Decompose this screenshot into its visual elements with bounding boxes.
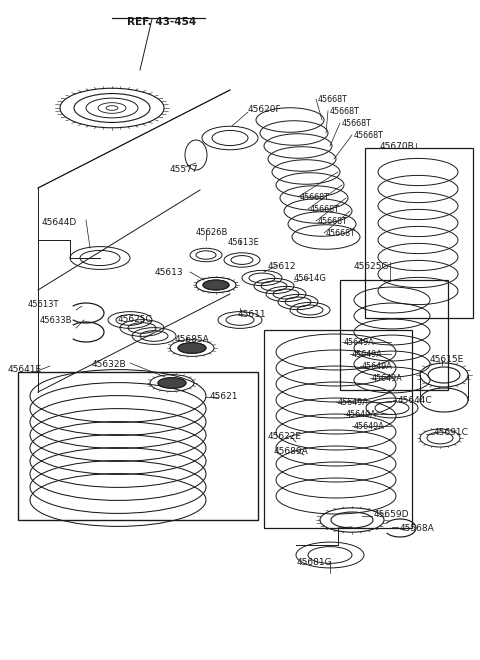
Text: 45644D: 45644D xyxy=(42,218,77,227)
Text: 45622E: 45622E xyxy=(268,432,302,441)
Text: 45611: 45611 xyxy=(238,310,266,319)
Text: 45668T: 45668T xyxy=(310,205,340,214)
Text: 45625G: 45625G xyxy=(354,262,389,271)
Text: 45641E: 45641E xyxy=(8,365,42,374)
Text: 45612: 45612 xyxy=(268,262,297,271)
Text: 45568A: 45568A xyxy=(400,524,435,533)
Ellipse shape xyxy=(203,280,229,290)
Ellipse shape xyxy=(158,378,186,388)
Text: 45668T: 45668T xyxy=(318,217,348,226)
Text: 45691C: 45691C xyxy=(434,428,469,437)
Text: 45681G: 45681G xyxy=(296,558,332,567)
Text: 45625C: 45625C xyxy=(118,315,153,324)
Text: 45632B: 45632B xyxy=(92,360,127,369)
Text: 45577: 45577 xyxy=(170,165,199,174)
Text: 45668T: 45668T xyxy=(330,107,360,116)
Text: 45668T: 45668T xyxy=(326,229,356,238)
Text: 45649A: 45649A xyxy=(352,350,383,359)
Text: 45649A: 45649A xyxy=(354,422,385,431)
Text: 45668T: 45668T xyxy=(318,95,348,104)
Text: 45626B: 45626B xyxy=(196,228,228,237)
Text: 45613T: 45613T xyxy=(28,300,60,309)
Text: 45649A: 45649A xyxy=(362,362,393,371)
Text: 45613E: 45613E xyxy=(228,238,260,247)
Bar xyxy=(340,280,448,390)
Text: 45615E: 45615E xyxy=(430,355,464,364)
Text: 45668T: 45668T xyxy=(342,119,372,128)
Text: 45685A: 45685A xyxy=(175,335,210,344)
Ellipse shape xyxy=(178,343,206,353)
Text: 45668T: 45668T xyxy=(300,193,330,202)
Text: 45614G: 45614G xyxy=(294,274,327,283)
Text: 45633B: 45633B xyxy=(40,316,72,325)
Text: 45621: 45621 xyxy=(210,392,239,401)
Bar xyxy=(365,148,473,318)
Bar xyxy=(18,372,258,520)
Text: 45689A: 45689A xyxy=(274,447,309,456)
Text: 45620F: 45620F xyxy=(248,105,282,114)
Text: 45649A: 45649A xyxy=(338,398,369,407)
Text: 45659D: 45659D xyxy=(374,510,409,519)
Text: 45649A: 45649A xyxy=(346,410,377,419)
Text: 45649A: 45649A xyxy=(372,374,403,383)
Text: REF. 43-454: REF. 43-454 xyxy=(127,17,197,27)
Bar xyxy=(264,330,412,528)
Text: 45670B: 45670B xyxy=(380,142,415,151)
Text: 45668T: 45668T xyxy=(354,131,384,140)
Text: 45649A: 45649A xyxy=(344,338,375,347)
Text: 45644C: 45644C xyxy=(398,396,432,405)
Text: 45613: 45613 xyxy=(155,268,184,277)
